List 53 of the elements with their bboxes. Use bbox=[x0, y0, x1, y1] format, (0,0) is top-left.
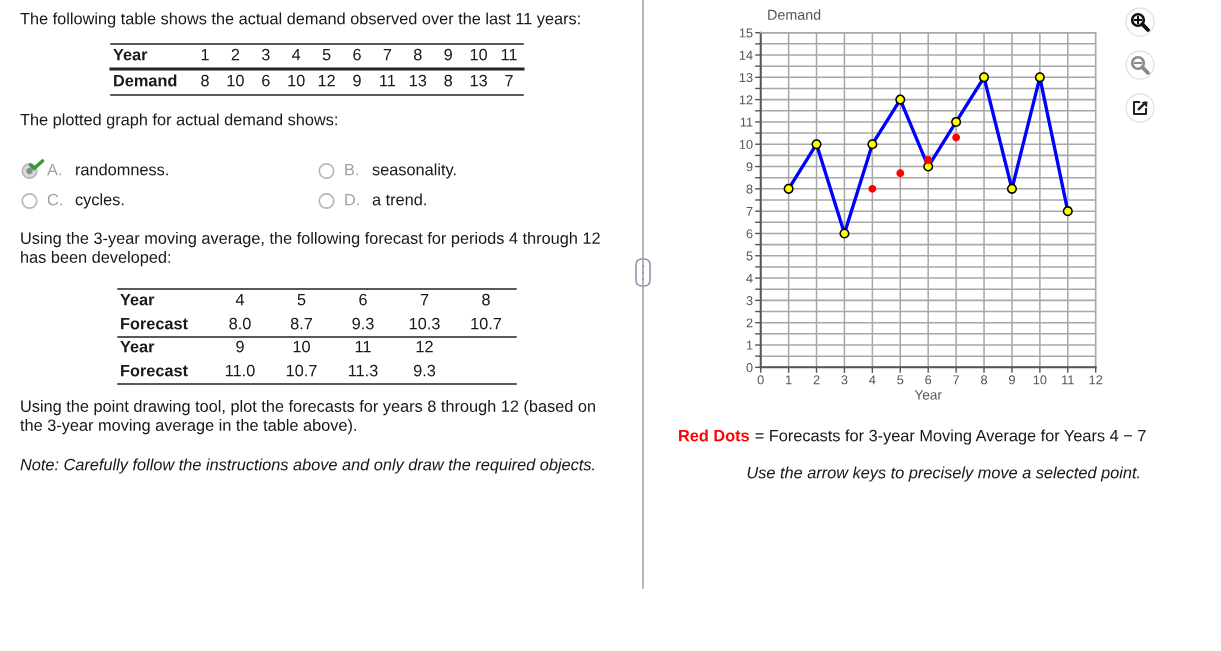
text: Red Dots bbox=[679, 429, 749, 442]
x-tick-label: 3 bbox=[841, 375, 848, 385]
text: Using the 3-year moving average, the following forecast for periods 4 through 12 has been developed: bbox=[21, 232, 600, 267]
x-tick-label: 7 bbox=[953, 375, 960, 385]
y-tick-label: 1 bbox=[746, 340, 753, 350]
y-tick-label: 2 bbox=[746, 318, 753, 328]
point bbox=[952, 133, 961, 142]
text: The plotted graph for actual demand shows: bbox=[20, 113, 337, 129]
x-tick-label: 2 bbox=[813, 375, 820, 385]
y-tick-label: 4 bbox=[746, 273, 753, 283]
y-tick-label: 5 bbox=[746, 251, 753, 261]
text: Year 9 10 11 12 bbox=[120, 340, 433, 353]
x-tick-label: 11 bbox=[1062, 375, 1074, 385]
x-tick-label: 12 bbox=[1089, 375, 1103, 385]
point bbox=[868, 184, 877, 193]
text: = Forecasts for 3-year Moving Average for Years 4 − 7 bbox=[755, 429, 1146, 445]
text: Use the arrow keys to precisely move a selected point. bbox=[747, 466, 1140, 482]
y-axis-title: Demand bbox=[768, 9, 821, 20]
x-tick-label: 6 bbox=[925, 375, 932, 385]
text: Year 1 2 3 4 5 6 7 8 9 10 11 bbox=[113, 48, 517, 61]
text: The following table shows the actual demand observed over the last 11 years: bbox=[20, 12, 580, 28]
text: D. a trend. bbox=[345, 193, 426, 206]
y-tick-label: 14 bbox=[739, 50, 753, 60]
y-tick-label: 11 bbox=[740, 117, 753, 127]
y-tick-label: 10 bbox=[739, 139, 753, 149]
text: Note: Carefully follow the instructions above and only draw the required objects. bbox=[20, 458, 595, 474]
text: Using the point drawing tool, plot the forecasts for years 8 through 12 (based on the 3-year moving average in the table above). bbox=[20, 400, 595, 435]
y-tick-label: 15 bbox=[739, 28, 753, 38]
x-tick-label: 8 bbox=[981, 375, 988, 385]
x-tick-label: 5 bbox=[897, 375, 904, 385]
y-tick-label: 12 bbox=[739, 95, 753, 105]
text: Forecast 11.0 10.7 11.3 9.3 bbox=[121, 364, 436, 377]
x-axis-title: Year bbox=[914, 390, 942, 400]
y-tick-label: 8 bbox=[746, 184, 753, 194]
point bbox=[924, 155, 933, 164]
text: Year 4 5 6 7 8 bbox=[120, 293, 490, 306]
point bbox=[896, 169, 905, 178]
text: A. randomness. bbox=[47, 163, 168, 176]
x-tick-label: 1 bbox=[786, 375, 792, 385]
x-tick-label: 9 bbox=[1009, 375, 1015, 385]
y-tick-label: 0 bbox=[746, 363, 753, 373]
y-tick-label: 7 bbox=[746, 206, 753, 216]
x-tick-label: 4 bbox=[869, 375, 876, 385]
text: C. cycles. bbox=[47, 193, 124, 209]
y-tick-label: 6 bbox=[746, 229, 753, 239]
y-tick-label: 9 bbox=[746, 162, 753, 172]
text: Forecast 8.0 8.7 9.3 10.3 10.7 bbox=[121, 317, 502, 330]
text: Demand 8 10 6 10 12 9 11 13 8 13 7 bbox=[114, 74, 513, 87]
y-tick-label: 3 bbox=[746, 296, 753, 306]
x-tick-label: 0 bbox=[757, 375, 764, 385]
text: B. seasonality. bbox=[345, 163, 456, 179]
x-tick-label: 10 bbox=[1033, 375, 1047, 385]
y-tick-label: 13 bbox=[739, 73, 753, 83]
